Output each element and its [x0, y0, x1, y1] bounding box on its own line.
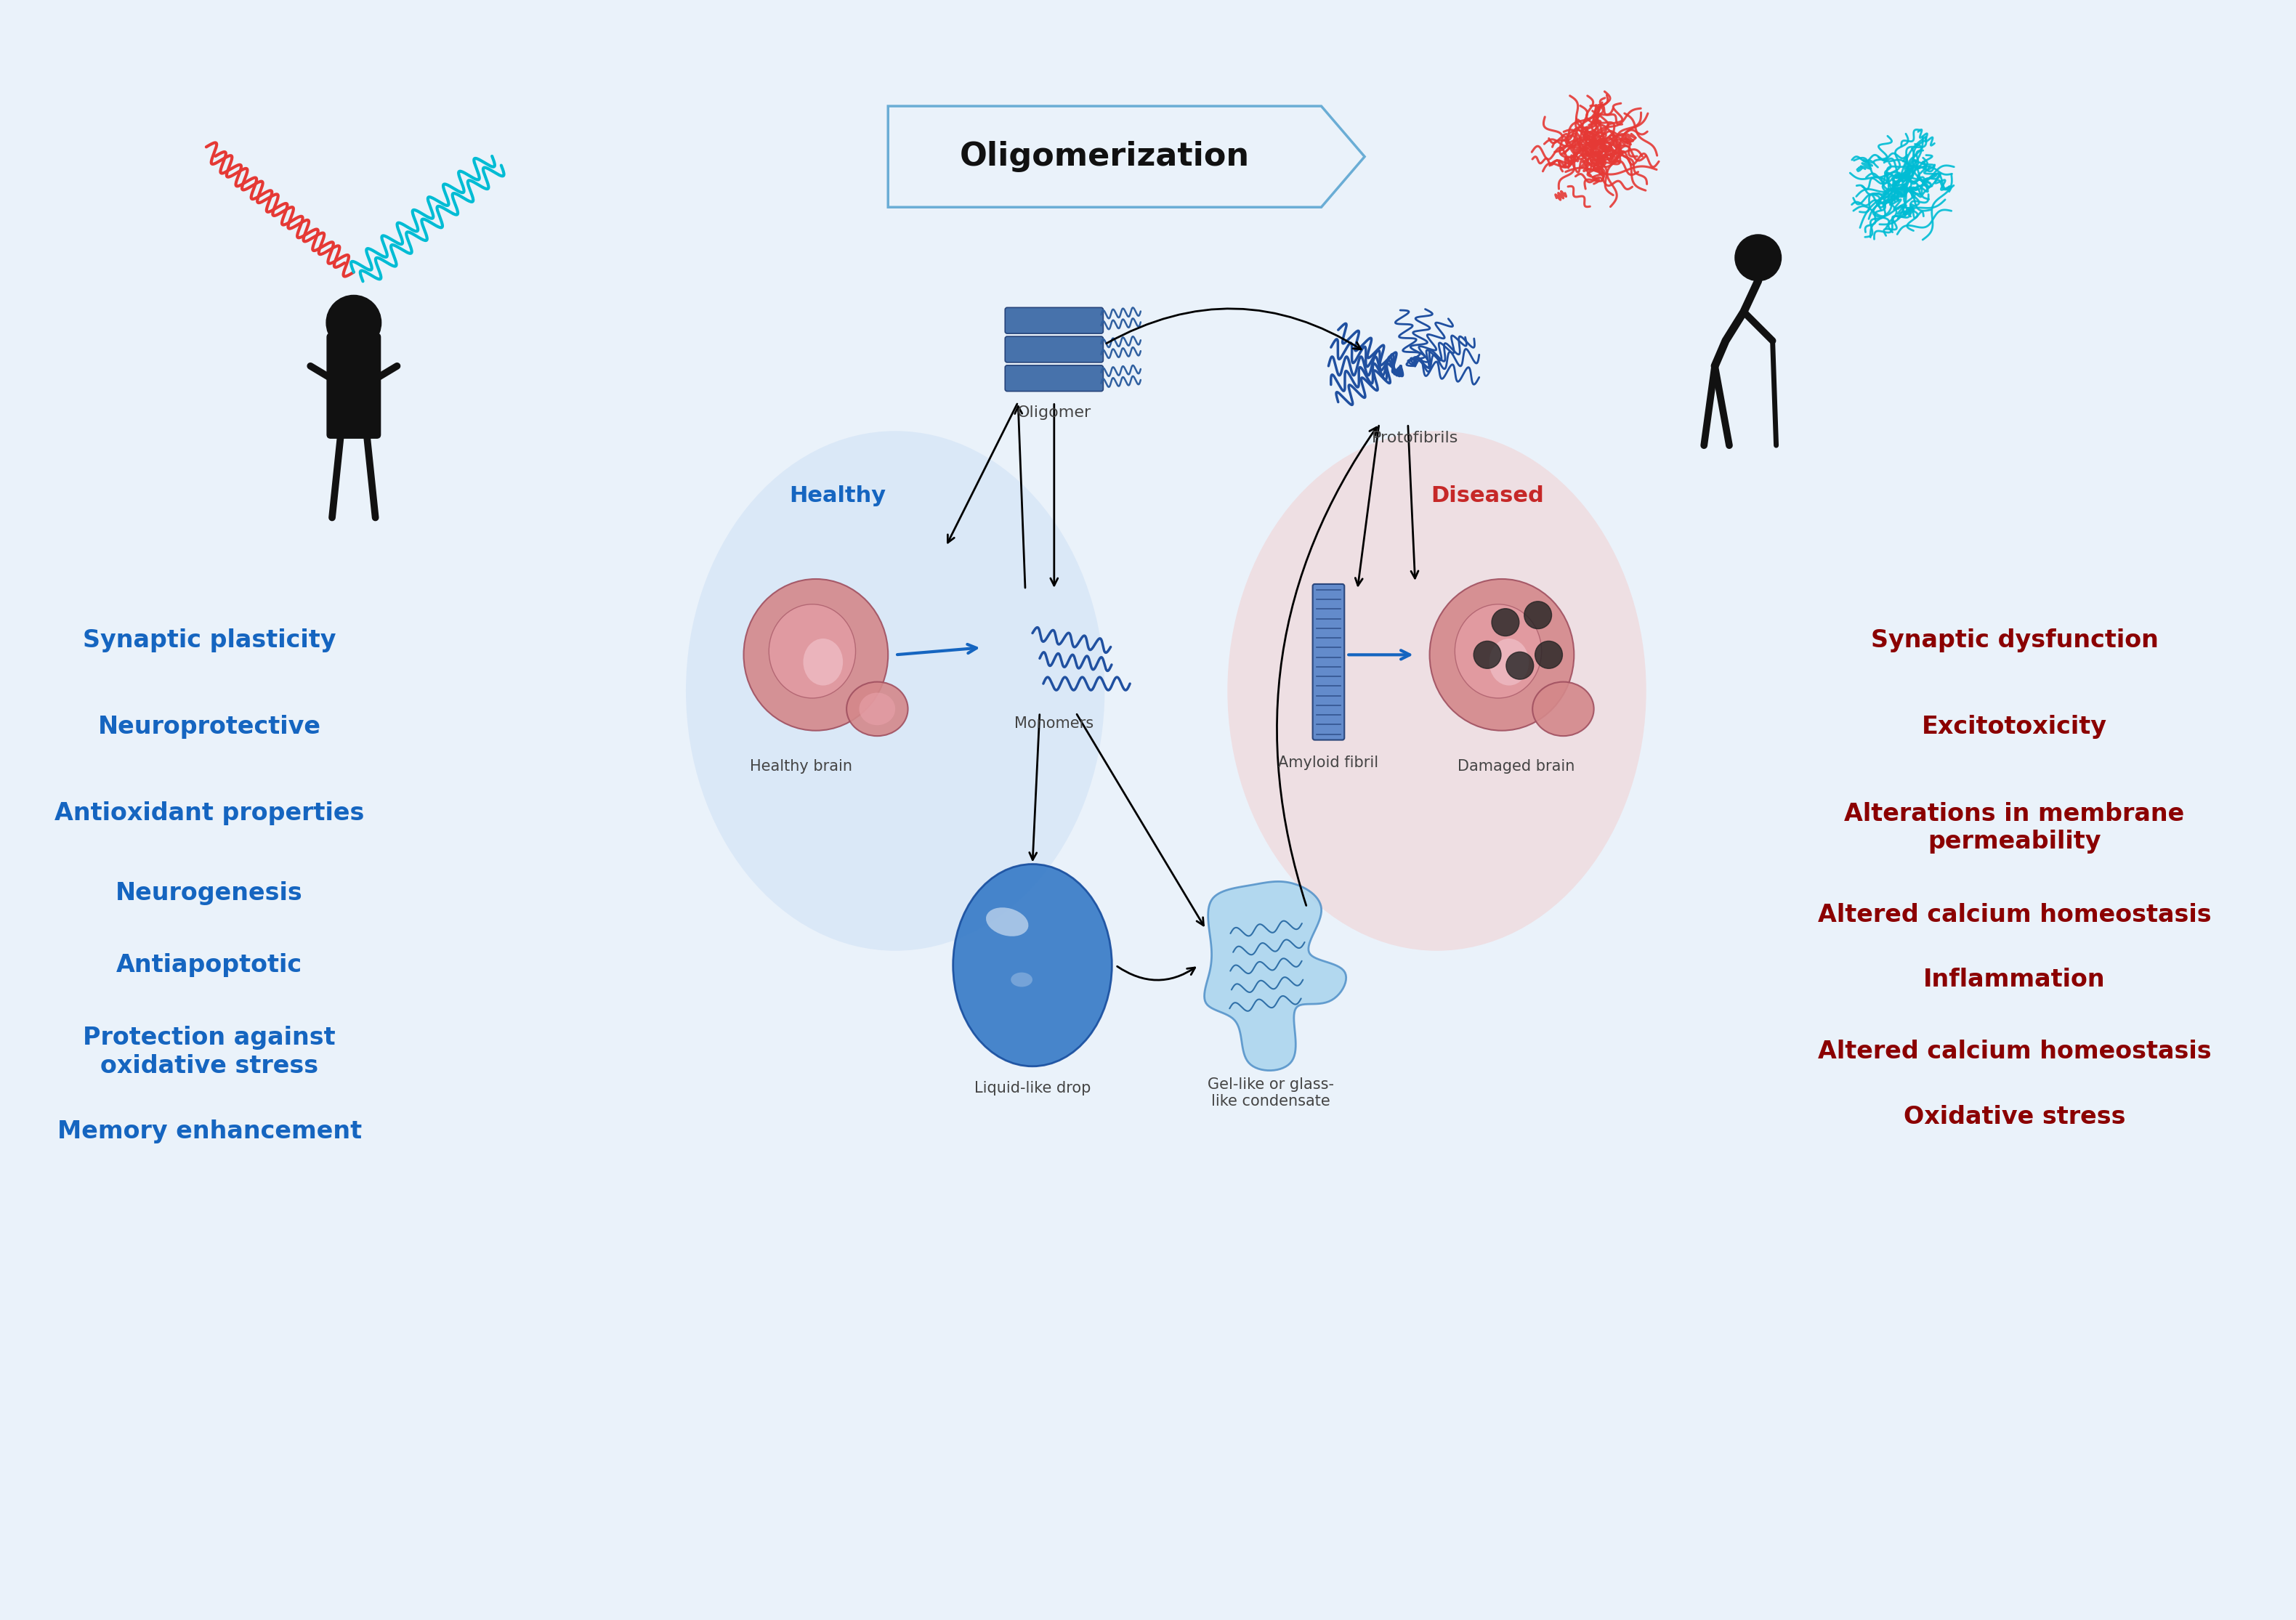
Text: Healthy brain: Healthy brain — [751, 760, 852, 774]
Text: Oxidative stress: Oxidative stress — [1903, 1105, 2126, 1129]
Circle shape — [1525, 601, 1552, 629]
Text: Memory enhancement: Memory enhancement — [57, 1119, 360, 1144]
Ellipse shape — [859, 693, 895, 726]
Text: Inflammation: Inflammation — [1924, 967, 2105, 991]
Ellipse shape — [1228, 431, 1646, 951]
Text: Antioxidant properties: Antioxidant properties — [55, 802, 365, 826]
Text: Altered calcium homeostasis: Altered calcium homeostasis — [1818, 902, 2211, 927]
Ellipse shape — [744, 578, 889, 731]
Ellipse shape — [769, 604, 856, 698]
Text: Antiapoptotic: Antiapoptotic — [117, 953, 303, 977]
Text: Neuroprotective: Neuroprotective — [99, 714, 321, 739]
Text: Protofibrils: Protofibrils — [1371, 431, 1458, 446]
FancyBboxPatch shape — [1313, 585, 1345, 740]
Ellipse shape — [1531, 682, 1593, 735]
Ellipse shape — [1456, 604, 1541, 698]
Text: Oligomerization: Oligomerization — [960, 141, 1249, 172]
Circle shape — [326, 295, 381, 350]
Text: Alterations in membrane
permeability: Alterations in membrane permeability — [1844, 802, 2183, 854]
Ellipse shape — [1490, 638, 1529, 685]
Circle shape — [1492, 609, 1520, 637]
FancyBboxPatch shape — [326, 334, 381, 437]
Text: Neurogenesis: Neurogenesis — [115, 881, 303, 906]
Text: Liquid-like drop: Liquid-like drop — [974, 1081, 1091, 1095]
Ellipse shape — [1430, 578, 1575, 731]
FancyBboxPatch shape — [1006, 337, 1104, 363]
Circle shape — [1536, 642, 1564, 669]
Text: Amyloid fibril: Amyloid fibril — [1279, 757, 1378, 771]
Ellipse shape — [953, 863, 1111, 1066]
Ellipse shape — [1010, 972, 1033, 987]
Text: Monomers: Monomers — [1015, 716, 1093, 731]
Text: Diseased: Diseased — [1430, 486, 1543, 507]
Text: Synaptic plasticity: Synaptic plasticity — [83, 629, 335, 653]
Ellipse shape — [847, 682, 907, 735]
Ellipse shape — [804, 638, 843, 685]
Text: Protection against
oxidative stress: Protection against oxidative stress — [83, 1025, 335, 1077]
Text: Altered calcium homeostasis: Altered calcium homeostasis — [1818, 1040, 2211, 1064]
Polygon shape — [889, 107, 1364, 207]
Text: Synaptic dysfunction: Synaptic dysfunction — [1871, 629, 2158, 653]
Ellipse shape — [985, 907, 1029, 936]
Text: Oligomer: Oligomer — [1017, 405, 1091, 420]
Text: Gel-like or glass-
like condensate: Gel-like or glass- like condensate — [1208, 1077, 1334, 1108]
Text: Healthy: Healthy — [790, 486, 886, 507]
FancyBboxPatch shape — [1006, 364, 1104, 392]
Circle shape — [1506, 651, 1534, 679]
Text: Damaged brain: Damaged brain — [1458, 760, 1575, 774]
FancyBboxPatch shape — [1006, 308, 1104, 334]
Circle shape — [1736, 235, 1782, 280]
Ellipse shape — [687, 431, 1104, 951]
Circle shape — [1474, 642, 1502, 669]
Polygon shape — [1205, 881, 1345, 1071]
Text: Excitotoxicity: Excitotoxicity — [1922, 714, 2108, 739]
